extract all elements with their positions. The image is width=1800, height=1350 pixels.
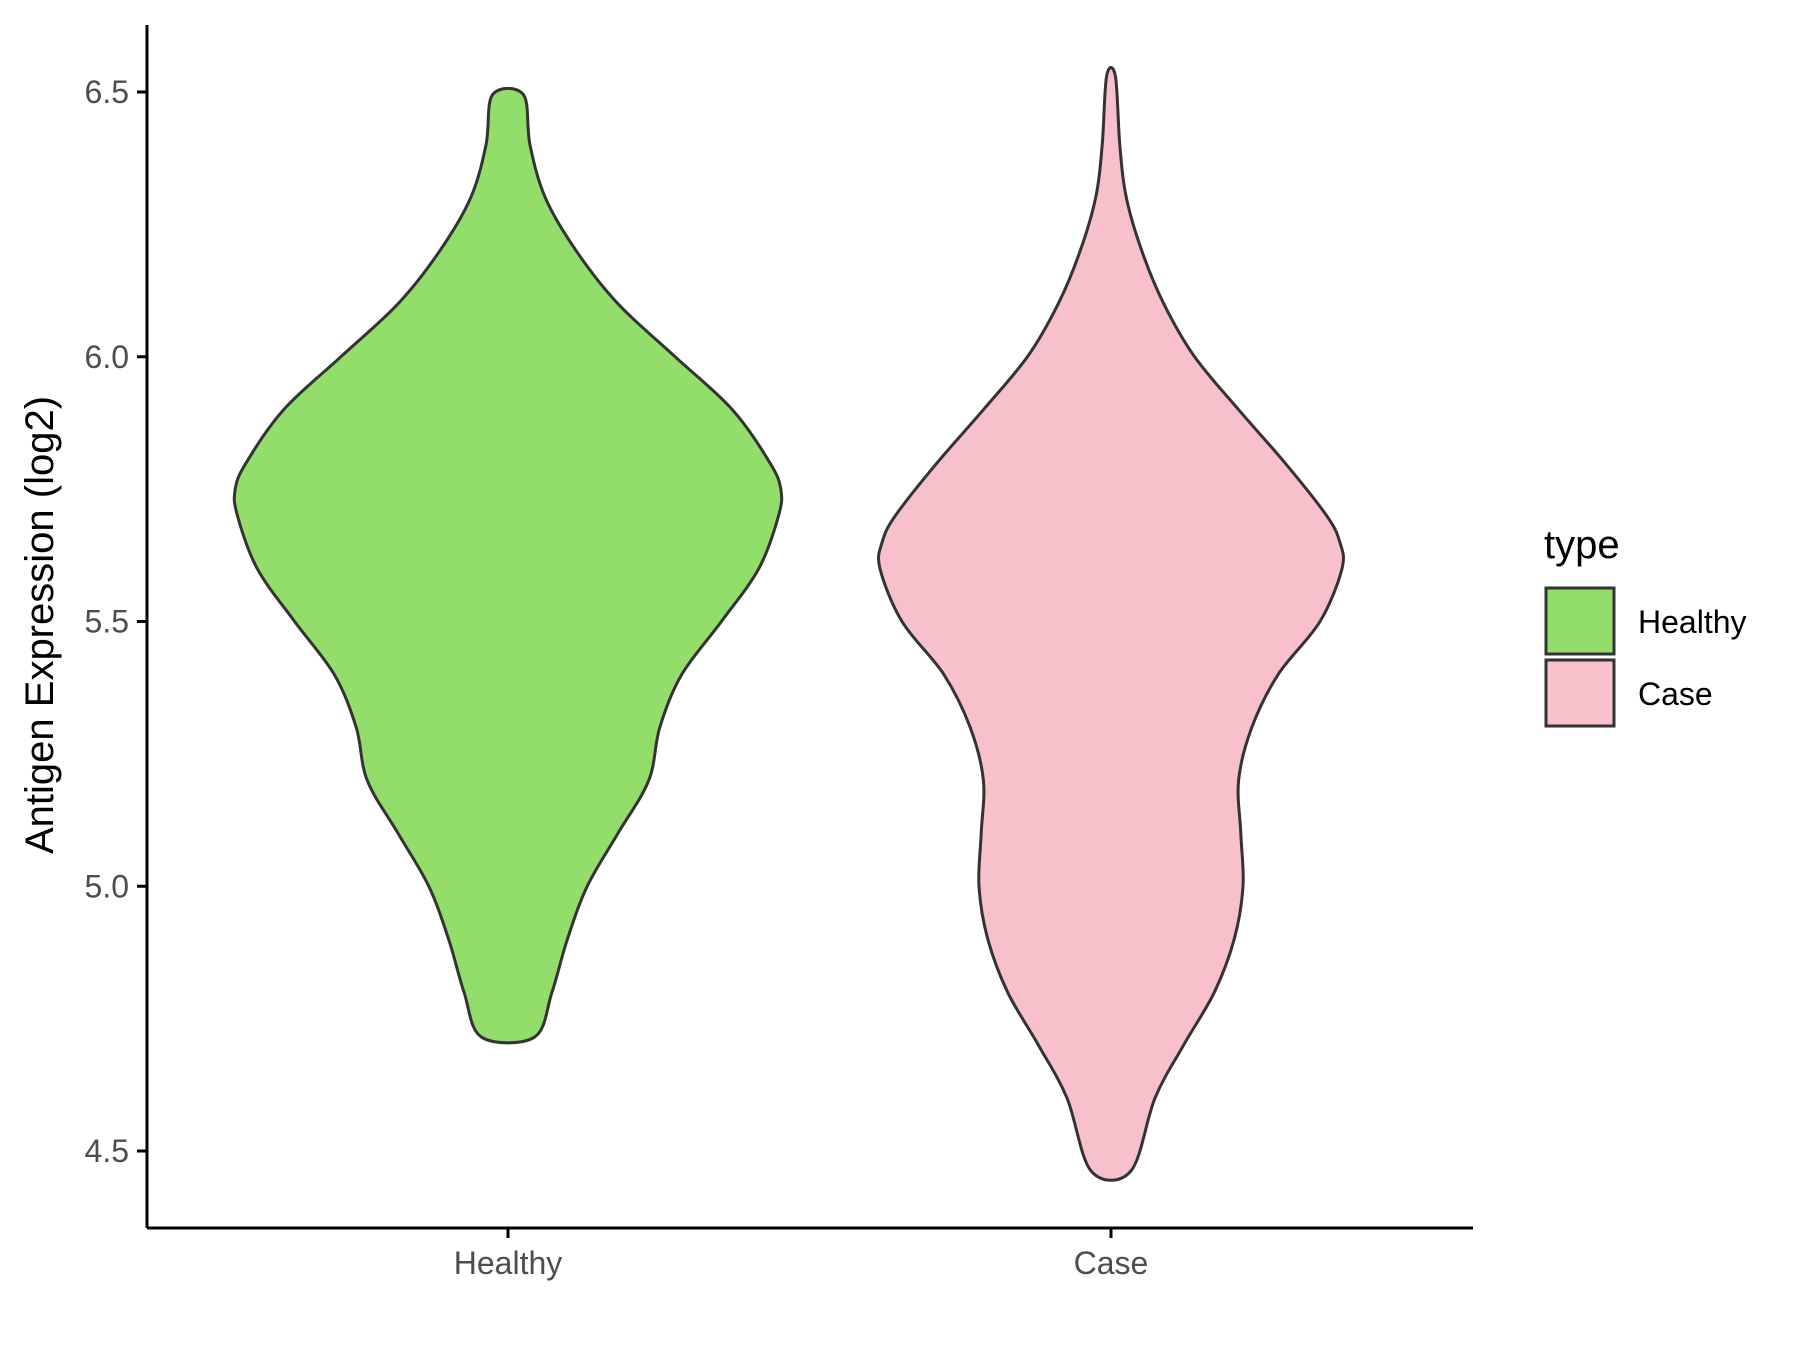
x-axis-ticks: Healthy Case <box>454 1228 1149 1281</box>
violins <box>232 65 1345 1182</box>
violin-case <box>877 65 1345 1182</box>
y-axis-ticks: 4.5 5.0 5.5 6.0 6.5 <box>85 74 147 1169</box>
y-tick-label: 6.5 <box>85 74 129 110</box>
legend-key-case <box>1544 658 1616 728</box>
y-tick-label: 6.0 <box>85 339 129 375</box>
y-tick-label: 4.5 <box>85 1133 129 1169</box>
legend-label-case: Case <box>1638 676 1713 712</box>
legend-label-healthy: Healthy <box>1638 604 1747 640</box>
legend-title: type <box>1544 523 1620 567</box>
legend: type Healthy Case <box>1544 523 1747 728</box>
y-axis-title: Antigen Expression (log2) <box>18 396 62 854</box>
violin-healthy <box>232 86 784 1045</box>
y-tick-label: 5.5 <box>85 604 129 640</box>
y-tick-label: 5.0 <box>85 868 129 904</box>
x-tick-label: Case <box>1074 1245 1149 1281</box>
x-tick-label: Healthy <box>454 1245 563 1281</box>
legend-key-healthy <box>1544 586 1616 656</box>
